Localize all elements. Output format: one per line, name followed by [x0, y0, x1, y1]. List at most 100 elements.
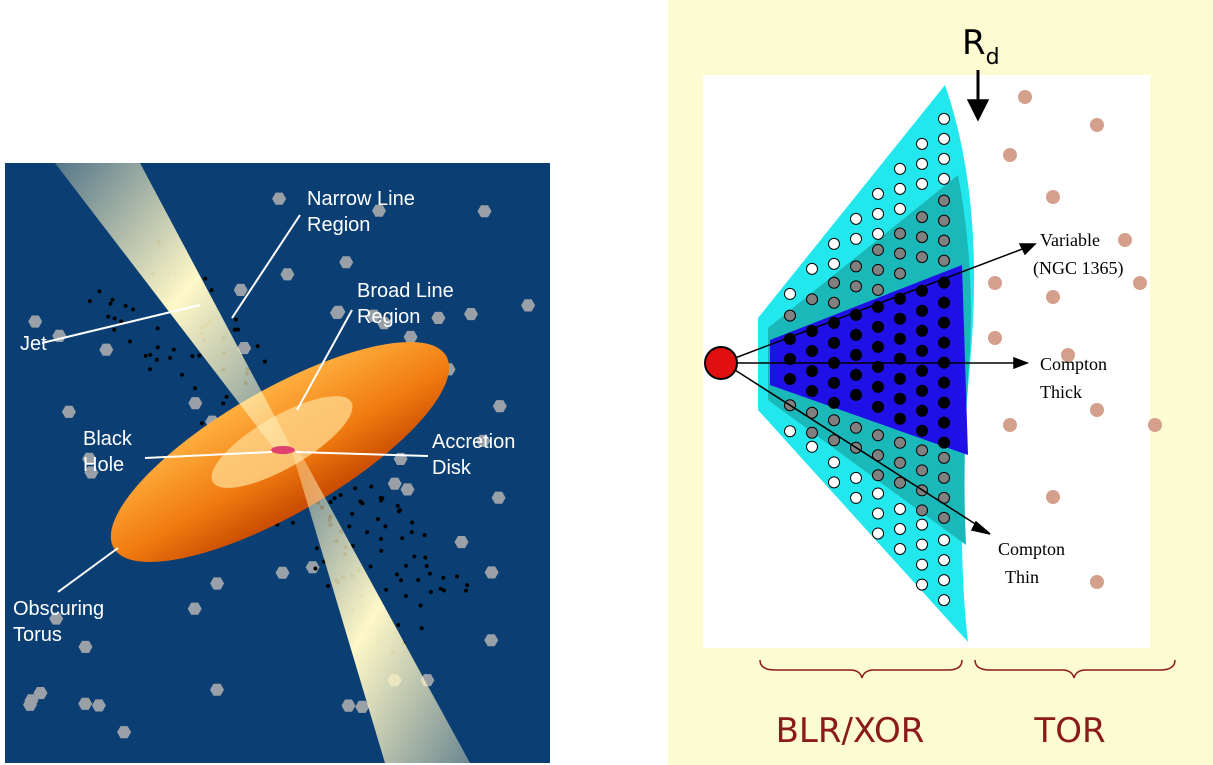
cloud: [438, 586, 443, 591]
torus-cloud: [1046, 290, 1060, 304]
cloud: [894, 332, 906, 345]
cloud: [872, 380, 884, 393]
cloud: [112, 327, 117, 332]
cloud: [422, 533, 427, 538]
cloud: [872, 340, 884, 353]
cloud: [916, 324, 928, 337]
cloud: [872, 263, 884, 276]
label: Compton Thick: [1040, 354, 1107, 402]
cloud: [465, 583, 470, 588]
cloud: [850, 388, 862, 401]
cloud: [806, 426, 818, 439]
cloud: [938, 254, 950, 267]
cloud: [314, 546, 319, 551]
cloud: [938, 194, 950, 207]
cloud: [916, 211, 928, 224]
cloud: [280, 268, 295, 281]
cloud: [894, 412, 906, 425]
cloud: [938, 416, 950, 429]
cloud: [236, 327, 241, 332]
cloud: [365, 530, 370, 535]
cloud: [350, 511, 355, 516]
jet: [290, 445, 470, 763]
cloud: [418, 603, 423, 608]
cloud: [427, 571, 432, 576]
cloud: [916, 364, 928, 377]
cloud: [938, 152, 950, 165]
accretion-disk: [271, 446, 295, 454]
cloud: [355, 700, 370, 713]
cloud: [894, 202, 906, 215]
cloud: [155, 345, 160, 350]
cloud: [91, 699, 106, 712]
cloud: [339, 256, 354, 269]
torus-cloud: [1090, 403, 1104, 417]
cloud: [61, 405, 76, 418]
cloud: [828, 476, 840, 489]
cloud: [916, 157, 928, 170]
cloud: [872, 283, 884, 296]
cloud: [358, 499, 363, 504]
cloud: [916, 304, 928, 317]
label: Accretion Disk: [432, 431, 515, 479]
rd-label: Rd: [962, 23, 1000, 70]
torus-cloud: [1003, 148, 1017, 162]
label: Variable (NGC 1365): [1033, 230, 1124, 279]
cloud: [894, 162, 906, 175]
cloud: [916, 344, 928, 357]
cloud: [894, 456, 906, 469]
label: Narrow Line Region: [307, 188, 415, 236]
cloud: [332, 496, 337, 501]
cloud: [784, 287, 796, 300]
cloud: [49, 612, 64, 625]
torus-cloud: [1090, 575, 1104, 589]
cloud: [872, 469, 884, 482]
cloud: [806, 406, 818, 419]
cloud: [380, 496, 385, 501]
cloud: [123, 303, 128, 308]
cloud: [784, 353, 796, 366]
cloud: [872, 207, 884, 220]
cloud: [938, 471, 950, 484]
cloud: [180, 372, 185, 377]
label: Black Hole: [83, 428, 133, 476]
cloud: [112, 316, 117, 321]
cloud: [147, 367, 152, 372]
cloud: [221, 401, 226, 406]
cloud: [806, 293, 818, 306]
cloud: [828, 396, 840, 409]
cloud: [143, 353, 148, 358]
cloud: [916, 518, 928, 531]
cloud: [431, 311, 446, 324]
cloud: [108, 301, 113, 306]
cloud: [366, 309, 381, 322]
cloud: [353, 486, 358, 491]
cloud: [916, 231, 928, 244]
cloud: [894, 352, 906, 365]
cloud: [377, 317, 392, 330]
cloud: [233, 317, 238, 322]
cloud: [463, 588, 468, 593]
arrows: [734, 70, 1037, 535]
label: Jet: [20, 333, 47, 355]
cloud: [395, 503, 400, 508]
cloud: [828, 456, 840, 469]
cloud: [197, 353, 202, 358]
cloud: [84, 466, 99, 479]
torus-cloud: [1061, 348, 1075, 362]
jet: [55, 163, 290, 450]
cloud: [894, 392, 906, 405]
cloud: [464, 308, 478, 321]
cloud: [938, 436, 950, 449]
cloud: [916, 137, 928, 150]
cloud: [379, 536, 384, 541]
cloud: [328, 500, 333, 505]
cloud: [828, 414, 840, 427]
cloud: [400, 536, 405, 541]
cloud: [491, 491, 506, 504]
cloud: [828, 336, 840, 349]
cloud: [128, 339, 133, 344]
cloud: [872, 320, 884, 333]
cloud: [916, 504, 928, 517]
cloud: [894, 247, 906, 260]
